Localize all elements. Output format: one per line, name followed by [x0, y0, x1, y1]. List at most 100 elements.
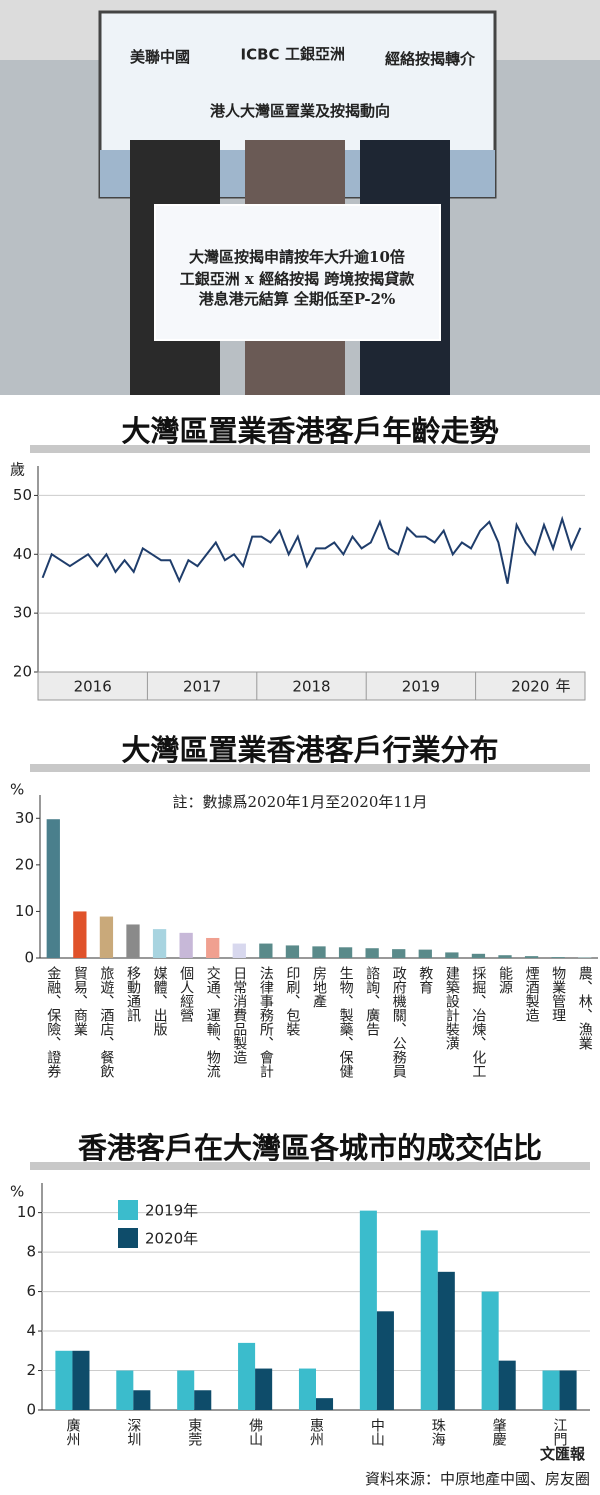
logo: ICBC [240, 46, 279, 64]
bar [559, 1370, 577, 1410]
bar [392, 949, 406, 958]
y-tick-label: 20 [13, 663, 32, 681]
x-tick-label: 2020 [511, 678, 549, 696]
x-tick-label: 珠海 [430, 1418, 446, 1446]
source: 資料來源：中原地產中國、房友圈 [365, 1470, 590, 1488]
bar [498, 955, 512, 958]
x-tick-label: 農、林、漁業 [577, 966, 593, 1050]
chart-title: 香港客戶在大灣區各城市的成交佔比 [78, 1131, 542, 1165]
legend-label: 2019年 [145, 1202, 198, 1220]
bar [152, 929, 167, 958]
y-axis-label: 歲 [10, 461, 25, 479]
logo: 經絡按揭轉介 [385, 50, 476, 68]
x-tick-label: 印刷、包裝 [284, 966, 300, 1036]
x-tick-label: 交通、運輸、物流 [205, 965, 221, 1079]
y-tick-label: 20 [15, 855, 34, 873]
x-tick-label: 移動通訊 [125, 966, 141, 1023]
x-tick-label: 廣州 [64, 1417, 80, 1446]
x-tick-label: 東莞 [186, 1418, 202, 1447]
bar [126, 924, 140, 958]
board [154, 204, 441, 341]
bar [418, 949, 432, 958]
bar [359, 1210, 377, 1410]
chart-title: 大灣區置業香港客戶行業分布 [121, 733, 498, 767]
x-tick-label: 建築設計裝潢 [444, 966, 460, 1050]
x-tick-label: 2016 [74, 678, 112, 696]
bar [471, 953, 486, 958]
x-tick-label: 法律事務所、會計 [258, 966, 274, 1078]
legend-swatch [118, 1200, 138, 1220]
bar [312, 946, 326, 958]
x-tick-label: 旅遊、酒店、餐飲 [98, 966, 114, 1078]
bar [206, 937, 220, 958]
x-tick-label: 貿易、商業 [72, 966, 88, 1036]
watermark: 文匯報 [540, 1445, 586, 1463]
bar [232, 943, 246, 958]
title-underline [30, 764, 590, 772]
logo: 工銀亞洲 [285, 45, 345, 63]
board-text: 大灣區按揭申請按年大升逾10倍 [189, 248, 405, 266]
x-tick-label: 惠州 [308, 1418, 324, 1446]
bar [542, 1370, 560, 1410]
x-tick-label: 2019 [402, 678, 440, 696]
bar [365, 948, 379, 958]
y-tick-label: 2 [26, 1361, 36, 1379]
legend-label: 2020年 [145, 1230, 198, 1248]
bar [376, 1311, 394, 1410]
y-tick-label: 50 [13, 486, 32, 504]
x-tick-label: 2017 [183, 678, 221, 696]
x-tick-label: 諮詢、廣告 [364, 965, 380, 1036]
x-tick-label: 政府機關、公務員 [391, 966, 407, 1078]
y-tick-label: 40 [13, 545, 32, 563]
bar [259, 943, 273, 958]
x-tick-label: 教育 [417, 966, 433, 994]
legend-swatch [118, 1228, 138, 1248]
bar [255, 1368, 273, 1410]
bar [316, 1398, 334, 1410]
bar [445, 952, 459, 958]
x-tick-label: 江門 [552, 1418, 568, 1447]
x-axis-label: 年 [555, 677, 570, 695]
x-tick-label: 物業管理 [550, 966, 566, 1022]
bar [72, 1350, 90, 1410]
bar [338, 947, 353, 958]
chart-title: 大灣區置業香港客戶年齡走勢 [121, 414, 498, 448]
y-tick-label: 6 [26, 1282, 36, 1300]
y-tick-label: 8 [26, 1243, 36, 1261]
x-axis-bar [37, 671, 586, 701]
y-tick-label: 30 [13, 604, 32, 622]
line [41, 515, 582, 584]
bar [498, 1360, 516, 1410]
y-tick-label: 10 [17, 1203, 36, 1221]
bar [99, 916, 114, 958]
bar [179, 932, 193, 958]
x-tick-label: 深圳 [125, 1418, 141, 1446]
x-tick-label: 金融、保險、證券 [45, 966, 61, 1079]
bar [298, 1368, 316, 1410]
photo: 美聯中國 ICBC 工銀亞洲 經絡按揭轉介 港人大灣區置業及按揭動向 大灣區按揭… [0, 0, 600, 395]
x-tick-label: 媒體、出版 [152, 966, 168, 1037]
board-text: 工銀亞洲 x 經絡按揭 跨境按揭貸款 [180, 270, 416, 288]
y-tick-label: 10 [15, 902, 34, 920]
bar [177, 1370, 195, 1410]
title-underline [30, 1162, 590, 1170]
bar [437, 1271, 455, 1410]
x-tick-label: 2018 [292, 678, 330, 696]
title-underline [30, 445, 590, 453]
y-axis-label: % [10, 781, 24, 799]
bar [481, 1291, 499, 1410]
y-tick-label: 30 [15, 809, 34, 827]
y-tick-label: 4 [26, 1322, 36, 1340]
bar [285, 945, 300, 958]
bar [420, 1230, 438, 1410]
banner: 港人大灣區置業及按揭動向 [210, 102, 390, 120]
x-tick-label: 煙酒製造 [524, 966, 540, 1023]
x-tick-label: 佛山 [247, 1418, 263, 1446]
x-tick-label: 生物、製藥、保健 [338, 966, 354, 1079]
bar [46, 819, 60, 958]
logo: 美聯中國 [130, 48, 190, 66]
bar [133, 1390, 151, 1410]
y-axis-label: % [10, 1183, 24, 1201]
